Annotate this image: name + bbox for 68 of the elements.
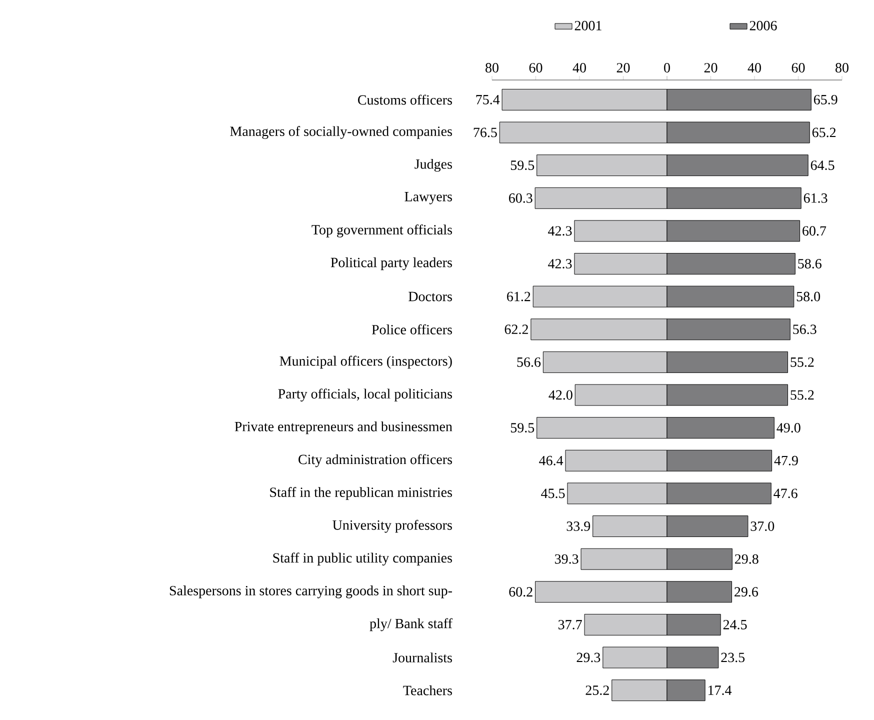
text: 64.5 xyxy=(810,160,834,170)
text: 45.5 xyxy=(541,488,565,498)
y-tick-label: Journalists xyxy=(392,652,452,662)
x-tick-label: 20 xyxy=(616,63,630,72)
text: 49.0 xyxy=(776,423,800,433)
y-tick-label: Salespersons in stores carrying goods in short sup- xyxy=(170,586,452,598)
text: 62.2 xyxy=(504,324,528,334)
legend-label: 2006 xyxy=(750,20,777,30)
y-tick-label: Customs officers xyxy=(358,94,452,105)
text: 58.0 xyxy=(796,292,820,302)
text: 17.4 xyxy=(708,686,732,696)
text: 60.7 xyxy=(802,226,826,236)
text: 47.6 xyxy=(774,488,798,498)
x-tick-label: 80 xyxy=(836,63,848,72)
text: 58.6 xyxy=(798,258,822,269)
text: 29.8 xyxy=(735,554,758,564)
x-tick-label: 60 xyxy=(529,63,542,72)
text: 76.5 xyxy=(474,128,497,138)
y-tick-label: Political party leaders xyxy=(330,257,452,270)
y-tick-label: Teachers xyxy=(403,685,452,696)
y-tick-label: Judges xyxy=(414,158,452,172)
text: 59.5 xyxy=(510,160,534,170)
y-tick-label: Staff in public utility companies xyxy=(273,552,452,566)
text: 56.3 xyxy=(793,324,816,334)
y-tick-label: Municipal officers (inspectors) xyxy=(280,356,452,369)
text: 33.9 xyxy=(566,522,590,531)
y-tick-label: Private entrepreneurs and businessmen xyxy=(234,421,452,434)
y-tick-label: Party officials, local politicians xyxy=(278,388,452,402)
y-tick-label: Staff in the republican ministries xyxy=(270,487,452,500)
text: 42.3 xyxy=(548,226,572,236)
text: 25.2 xyxy=(586,686,609,696)
text: 60.2 xyxy=(509,587,532,597)
text: 56.6 xyxy=(517,357,541,367)
text: 55.2 xyxy=(790,357,814,367)
text: 23.5 xyxy=(721,652,745,662)
text: 59.5 xyxy=(510,423,534,433)
text: 47.9 xyxy=(774,456,798,466)
y-tick-label: Doctors xyxy=(408,292,452,302)
text: 39.3 xyxy=(555,554,578,564)
text: 37.0 xyxy=(750,522,774,532)
y-tick-label: Police officers xyxy=(372,324,452,334)
text: 60.3 xyxy=(509,193,532,203)
text: 42.0 xyxy=(548,390,572,400)
y-tick-label: University professors xyxy=(332,520,452,533)
x-tick-label: 60 xyxy=(792,63,805,72)
x-tick-label: 40 xyxy=(748,63,761,72)
y-tick-label: City administration officers xyxy=(298,454,452,468)
text: 37.7 xyxy=(558,620,582,630)
x-tick-label: 40 xyxy=(572,63,586,72)
x-tick-label: 0 xyxy=(664,63,670,72)
x-tick-label: 20 xyxy=(704,63,718,72)
text: 65.9 xyxy=(814,94,838,104)
text: 24.5 xyxy=(723,620,747,630)
text: 46.4 xyxy=(539,456,564,466)
y-tick-label: Lawyers xyxy=(404,192,452,204)
y-tick-label: Top government officials xyxy=(312,224,452,238)
text: 61.3 xyxy=(804,193,828,203)
legend-label: 2001 xyxy=(574,20,602,30)
x-tick-label: 80 xyxy=(486,63,498,72)
text: 65.2 xyxy=(812,128,836,138)
text: 29.3 xyxy=(576,652,600,662)
text: 29.6 xyxy=(734,587,758,597)
y-tick-label: Managers of socially-owned companies xyxy=(230,126,452,139)
text: 75.4 xyxy=(476,94,500,104)
text: 55.2 xyxy=(790,390,814,400)
text: 61.2 xyxy=(507,292,530,302)
text: 42.3 xyxy=(548,259,572,268)
y-tick-label: ply/ Bank staff xyxy=(370,618,452,632)
